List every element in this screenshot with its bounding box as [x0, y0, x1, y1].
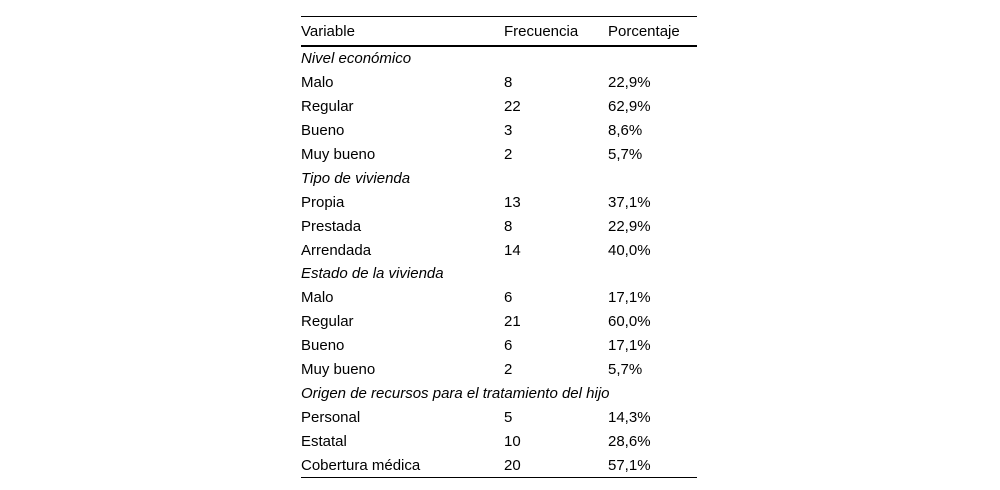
row-label: Muy bueno [301, 361, 376, 379]
frequency-value: 10 [504, 432, 521, 450]
table-row: Bueno 6 17,1% [301, 334, 697, 358]
column-header-variable: Variable [301, 22, 355, 40]
percentage-value: 5,7% [608, 146, 643, 163]
table-row: Personal 5 14,3% [301, 405, 697, 429]
frequency-table: Variable Frecuencia Porcentaje Nivel eco… [301, 16, 697, 479]
section-header-row: Tipo de vivienda [301, 166, 697, 190]
section-label: Tipo de vivienda [301, 169, 411, 187]
row-label: Muy bueno [301, 146, 376, 163]
percentage-value: 60,0% [608, 313, 651, 331]
table-row: Bueno 3 8,6% [301, 119, 697, 143]
percentage-value: 5,7% [608, 361, 643, 379]
table-row: Prestada 8 22,9% [301, 214, 697, 238]
row-label: Regular [301, 98, 354, 116]
table-header-row: Variable Frecuencia Porcentaje [301, 17, 697, 46]
row-label: Regular [301, 313, 354, 331]
column-header-porcentaje: Porcentaje [608, 22, 680, 40]
section-label: Estado de la vivienda [301, 265, 444, 283]
section-label: Origen de recursos para el tratamiento d… [301, 384, 610, 402]
section-header-row: Estado de la vivienda [301, 262, 697, 286]
section-label: Nivel económico [301, 50, 412, 68]
row-label: Cobertura médica [301, 456, 421, 474]
table-row: Estatal 10 28,6% [301, 429, 697, 453]
table-row: Cobertura médica 20 57,1% [301, 453, 697, 477]
row-label: Malo [301, 74, 334, 92]
percentage-value: 62,9% [608, 98, 651, 116]
frequency-value: 2 [504, 146, 513, 163]
percentage-value: 28,6% [608, 432, 651, 450]
percentage-value: 17,1% [608, 337, 651, 355]
row-label: Estatal [301, 432, 347, 450]
row-label: Arrendada [301, 241, 372, 259]
frequency-value: 22 [504, 98, 521, 116]
frequency-value: 13 [504, 193, 521, 211]
table-row: Malo 8 22,9% [301, 71, 697, 95]
frequency-value: 5 [504, 408, 513, 426]
table-row: Arrendada 14 40,0% [301, 238, 697, 262]
table-header: Variable Frecuencia Porcentaje [301, 17, 697, 46]
column-header-frecuencia: Frecuencia [504, 22, 579, 40]
frequency-value: 21 [504, 313, 521, 331]
percentage-value: 22,9% [608, 217, 651, 235]
percentage-value: 40,0% [608, 241, 651, 259]
percentage-value: 37,1% [608, 193, 651, 211]
table-row: Regular 22 62,9% [301, 95, 697, 119]
row-label: Bueno [301, 122, 345, 140]
row-label: Propia [301, 193, 345, 211]
table-row: Muy bueno 2 5,7% [301, 358, 697, 382]
percentage-value: 8,6% [608, 122, 643, 140]
table-row: Malo 6 17,1% [301, 286, 697, 310]
percentage-value: 14,3% [608, 408, 651, 426]
row-label: Malo [301, 289, 334, 307]
section-header-row: Origen de recursos para el tratamiento d… [301, 381, 697, 405]
frequency-value: 8 [504, 217, 513, 235]
table-body: Nivel económico Malo 8 22,9% Regular 22 62,9% B… [301, 46, 697, 478]
frequency-value: 14 [504, 241, 521, 259]
table-row: Regular 21 60,0% [301, 310, 697, 334]
frequency-value: 6 [504, 337, 513, 355]
row-label: Prestada [301, 217, 362, 235]
table-row: Muy bueno 2 5,7% [301, 143, 697, 167]
section-header-row: Nivel económico [301, 46, 697, 71]
frequency-value: 20 [504, 456, 521, 474]
percentage-value: 57,1% [608, 456, 651, 474]
percentage-value: 17,1% [608, 289, 651, 307]
variables-frequency-percentage-table: Variable Frecuencia Porcentaje Nivel eco… [301, 16, 697, 479]
percentage-value: 22,9% [608, 74, 651, 92]
row-label: Bueno [301, 337, 345, 355]
frequency-value: 3 [504, 122, 513, 140]
frequency-value: 6 [504, 289, 513, 307]
frequency-value: 2 [504, 361, 513, 379]
frequency-value: 8 [504, 74, 513, 92]
row-label: Personal [301, 408, 361, 426]
table-row: Propia 13 37,1% [301, 190, 697, 214]
